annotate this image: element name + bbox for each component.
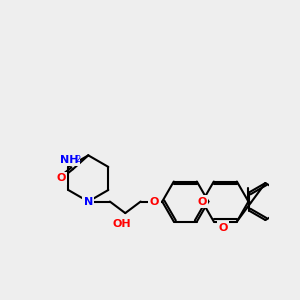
Text: N: N: [84, 196, 93, 206]
Text: O: O: [150, 196, 159, 206]
Text: O: O: [197, 196, 207, 206]
Text: O: O: [218, 223, 228, 233]
Text: OH: OH: [112, 219, 131, 229]
Text: NH: NH: [60, 155, 78, 165]
Text: O: O: [57, 173, 66, 184]
Text: 2: 2: [75, 155, 80, 164]
